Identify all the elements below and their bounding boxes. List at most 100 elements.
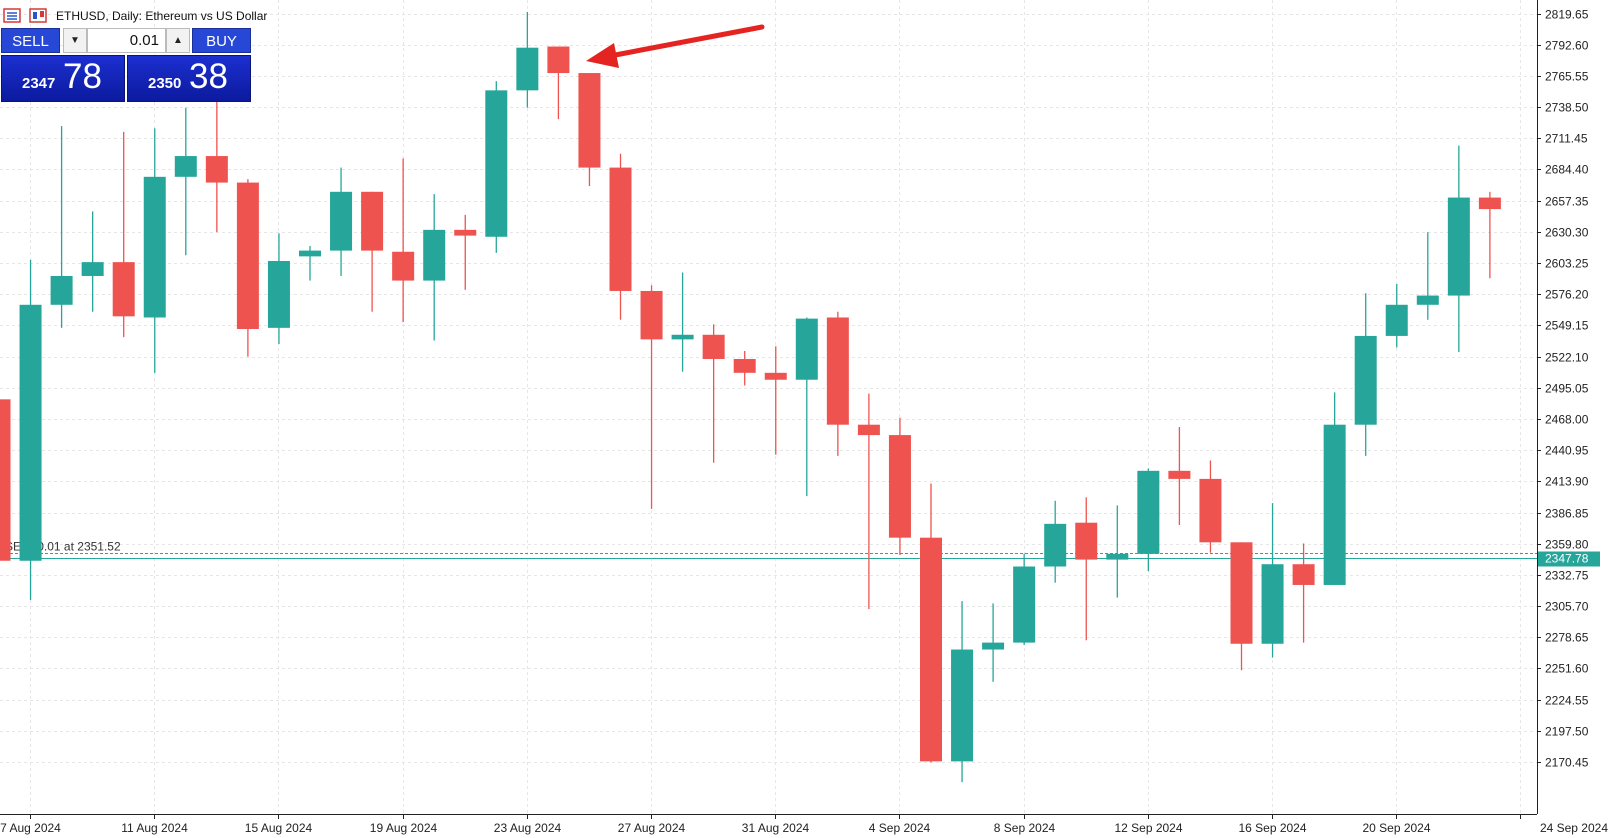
- candle[interactable]: [205, 101, 228, 233]
- candle[interactable]: [1323, 392, 1346, 585]
- lot-decrease-button[interactable]: ▼: [63, 28, 87, 53]
- candle[interactable]: [1013, 553, 1036, 645]
- candle[interactable]: [454, 214, 477, 290]
- candle-body: [392, 251, 415, 281]
- candle[interactable]: [1292, 543, 1315, 643]
- candle[interactable]: [267, 233, 290, 344]
- candle-body: [174, 156, 197, 177]
- price-tick-label: 2684.40: [1545, 163, 1589, 177]
- price-tick-label: 2305.70: [1545, 600, 1589, 614]
- time-tick-label: 11 Aug 2024: [121, 821, 188, 835]
- candle-body: [330, 191, 353, 251]
- price-tick-label: 2495.05: [1545, 382, 1589, 396]
- candle-body: [1261, 564, 1284, 644]
- candle-body: [485, 90, 508, 237]
- current-price-badge: 2347.78: [1538, 551, 1600, 567]
- time-tick-label: 27 Aug 2024: [618, 821, 686, 835]
- candle[interactable]: [1044, 500, 1067, 583]
- candle-body: [1416, 295, 1439, 305]
- price-tick-label: 2549.15: [1545, 319, 1589, 333]
- candle[interactable]: [236, 179, 259, 357]
- candle-body: [609, 167, 632, 291]
- candle-body: [702, 334, 725, 359]
- price-tick-label: 2711.45: [1545, 132, 1588, 146]
- candle[interactable]: [609, 153, 632, 320]
- sell-price-box[interactable]: 2347 78: [1, 55, 125, 102]
- candle[interactable]: [1137, 468, 1160, 572]
- candle[interactable]: [50, 126, 73, 328]
- candle[interactable]: [1168, 427, 1191, 526]
- candle[interactable]: [1416, 232, 1439, 320]
- candle[interactable]: [1230, 542, 1253, 671]
- candle[interactable]: [1106, 505, 1129, 598]
- time-tick-label: 7 Aug 2024: [0, 821, 61, 835]
- candle-body: [516, 47, 539, 91]
- lot-size-input[interactable]: [87, 28, 166, 53]
- candle-body: [795, 318, 818, 380]
- candle[interactable]: [640, 285, 663, 509]
- price-tick-label: 2197.50: [1545, 725, 1589, 739]
- buy-price-minor: 38: [189, 57, 228, 96]
- candle-body: [299, 250, 321, 257]
- buy-price-major: 2350: [148, 75, 182, 92]
- candle[interactable]: [516, 11, 539, 108]
- candle[interactable]: [423, 194, 446, 341]
- buy-button[interactable]: BUY: [192, 28, 251, 53]
- candle[interactable]: [857, 393, 880, 610]
- candle[interactable]: [1354, 293, 1377, 456]
- time-tick-label: 20 Sep 2024: [1362, 821, 1430, 835]
- candle[interactable]: [143, 128, 166, 373]
- candle-body: [1354, 335, 1377, 425]
- candle[interactable]: [764, 346, 787, 455]
- price-tick-label: 2386.85: [1545, 507, 1589, 521]
- price-tick-label: 2576.20: [1545, 288, 1589, 302]
- price-tick-label: 2765.55: [1545, 70, 1589, 84]
- price-tick-label: 2522.10: [1545, 351, 1589, 365]
- candle[interactable]: [547, 46, 570, 120]
- candle[interactable]: [982, 603, 1005, 682]
- candle[interactable]: [299, 245, 321, 281]
- candle-body: [0, 399, 11, 561]
- candle[interactable]: [0, 399, 11, 561]
- candle[interactable]: [920, 483, 942, 763]
- candle[interactable]: [1447, 145, 1470, 353]
- candlestick-icon[interactable]: [29, 8, 47, 23]
- candle[interactable]: [1261, 503, 1284, 658]
- candle[interactable]: [733, 350, 756, 386]
- candle[interactable]: [112, 131, 135, 338]
- candle[interactable]: [1385, 284, 1408, 348]
- candle-body: [888, 435, 911, 538]
- lot-increase-button[interactable]: ▲: [166, 28, 190, 53]
- candle[interactable]: [1478, 191, 1501, 279]
- candle[interactable]: [1199, 460, 1222, 553]
- price-axis[interactable]: 2819.65 2792.60 2765.55 2738.50 2711.45 2684.…: [1537, 8, 1589, 770]
- candle[interactable]: [795, 317, 818, 497]
- candle[interactable]: [578, 73, 601, 187]
- candle[interactable]: [671, 272, 694, 372]
- candle[interactable]: [888, 417, 911, 555]
- candle-body: [81, 262, 104, 276]
- candle-body: [50, 275, 73, 305]
- candle[interactable]: [485, 81, 508, 253]
- candle[interactable]: [330, 167, 353, 276]
- candle[interactable]: [174, 107, 197, 256]
- chart-menu-icon[interactable]: [3, 8, 21, 23]
- candle[interactable]: [1075, 497, 1098, 641]
- current-price-label: 2347.78: [1545, 552, 1589, 566]
- candle[interactable]: [81, 211, 104, 312]
- time-tick-label: 12 Sep 2024: [1114, 821, 1182, 835]
- candle[interactable]: [702, 324, 725, 463]
- candle-body: [1447, 197, 1470, 296]
- price-tick-label: 2440.95: [1545, 444, 1589, 458]
- candle[interactable]: [951, 601, 974, 783]
- candle[interactable]: [361, 191, 384, 312]
- candle[interactable]: [826, 311, 849, 456]
- candle-body: [1230, 542, 1253, 644]
- candle[interactable]: [392, 158, 415, 323]
- candle[interactable]: [19, 259, 42, 600]
- time-tick-label: 15 Aug 2024: [245, 821, 313, 835]
- buy-price-box[interactable]: 2350 38: [127, 55, 251, 102]
- time-axis[interactable]: 7 Aug 2024 11 Aug 2024 15 Aug 2024 19 Aug 2…: [0, 814, 1608, 835]
- sell-button[interactable]: SELL: [1, 28, 60, 53]
